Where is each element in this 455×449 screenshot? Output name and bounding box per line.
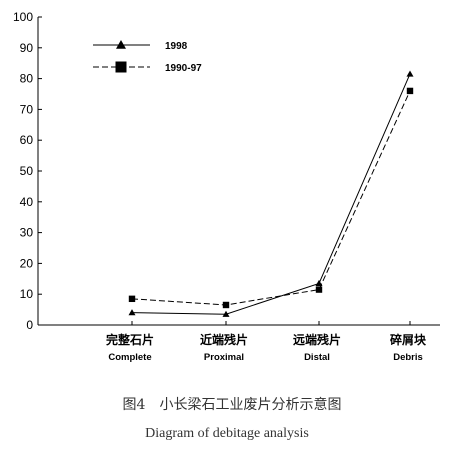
legend-marker	[116, 40, 126, 49]
y-axis-ticks: 0 10 20 30 40 50 60 70 80 90 100	[13, 10, 42, 332]
y-tick-label: 80	[20, 72, 34, 86]
y-tick-label: 50	[20, 164, 34, 178]
category-label-chinese: 碎屑块	[390, 332, 427, 347]
legend: 1998 1990-97	[93, 40, 202, 74]
y-tick-label: 100	[13, 10, 33, 24]
data-point	[406, 70, 414, 77]
data-point	[406, 87, 414, 95]
axes	[37, 17, 440, 326]
y-tick-label: 0	[26, 318, 33, 332]
data-point	[128, 295, 136, 303]
y-tick-label: 10	[20, 287, 34, 301]
category-label-english: Proximal	[204, 352, 244, 363]
y-tick-label: 30	[20, 226, 34, 240]
category-label-english: Debris	[393, 352, 423, 363]
series-1990-97	[128, 87, 414, 309]
data-point	[222, 301, 230, 309]
caption-chinese: 图4 小长梁石工业废片分析示意图	[123, 396, 342, 413]
y-tick-label: 70	[20, 102, 34, 116]
legend-label: 1998	[165, 41, 188, 52]
data-point	[315, 286, 323, 293]
y-tick-label: 40	[20, 195, 34, 209]
series-line	[131, 73, 411, 315]
category-label-english: Complete	[108, 352, 151, 363]
x-axis-categories: 完整石片 Complete 近端残片 Proximal 远端残片 Distal 碎屑块 Deb…	[106, 321, 427, 363]
legend-marker	[115, 61, 127, 73]
y-tick-label: 20	[20, 256, 34, 270]
data-point	[315, 279, 323, 287]
series-line	[131, 90, 411, 306]
series-layer	[128, 70, 414, 317]
category-label-chinese: 远端残片	[293, 332, 341, 347]
y-tick-label: 60	[20, 133, 34, 147]
category-label-chinese: 完整石片	[106, 332, 154, 347]
data-point	[222, 310, 230, 317]
data-point	[128, 309, 136, 316]
series-1998	[128, 70, 414, 317]
caption-english: Diagram of debitage analysis	[145, 426, 309, 441]
y-tick-label: 90	[20, 41, 34, 55]
category-label-english: Distal	[304, 352, 330, 363]
category-label-chinese: 近端残片	[200, 332, 248, 347]
legend-label: 1990-97	[165, 63, 202, 74]
